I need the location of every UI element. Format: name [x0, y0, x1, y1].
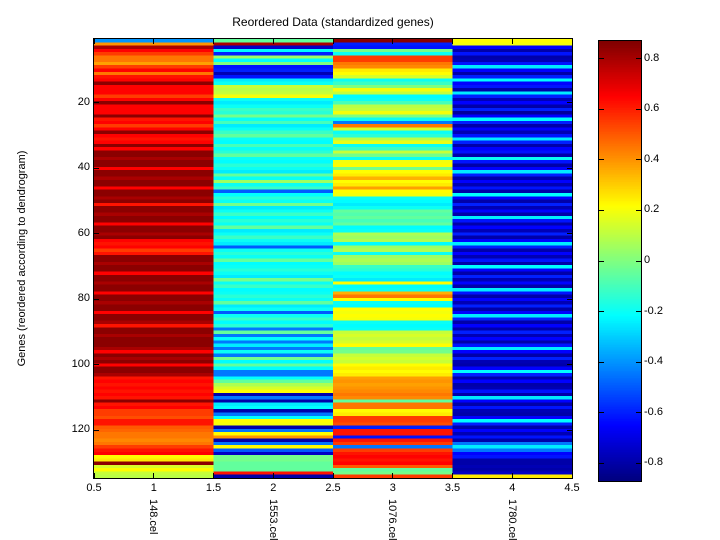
y-tick-mark: [94, 167, 99, 169]
column-label: 1780.cel: [505, 499, 518, 540]
colorbar-tick-mark-right: [636, 361, 641, 363]
colorbar-tick-mark-right: [636, 108, 641, 110]
x-tick-mark-top: [332, 39, 334, 44]
colorbar-tick-mark: [599, 209, 604, 211]
heatmap-plot-area: [93, 38, 573, 479]
x-tick-label: 2.5: [325, 482, 341, 494]
y-tick-label: 80: [77, 292, 90, 305]
x-tick-mark-top: [392, 39, 394, 44]
y-tick-mark: [94, 364, 99, 366]
y-tick-mark: [94, 102, 99, 104]
y-tick-label: 40: [77, 161, 90, 174]
heatmap-canvas: [94, 39, 572, 478]
colorbar-tick-mark-right: [636, 462, 641, 464]
colorbar-tick-mark-right: [636, 209, 641, 211]
column-label: 1076.cel: [386, 499, 399, 540]
chart-title: Reordered Data (standardized genes): [232, 15, 434, 29]
y-tick-label: 20: [77, 95, 90, 108]
x-tick-label: 1: [150, 482, 157, 494]
x-tick-mark: [332, 473, 334, 478]
colorbar-tick-label: -0.4: [644, 355, 663, 368]
y-tick-mark-right: [567, 102, 572, 104]
colorbar-tick-label: 0.4: [644, 152, 660, 165]
x-tick-mark: [392, 473, 394, 478]
colorbar-tick-mark-right: [636, 412, 641, 414]
x-tick-mark: [272, 473, 274, 478]
x-tick-mark: [571, 473, 573, 478]
y-tick-label: 60: [77, 226, 90, 239]
x-tick-label: 4: [509, 482, 516, 494]
y-tick-mark-right: [567, 298, 572, 300]
colorbar-tick-mark: [599, 412, 604, 414]
x-tick-mark-top: [153, 39, 155, 44]
colorbar-tick-mark: [599, 159, 604, 161]
y-tick-mark-right: [567, 429, 572, 431]
x-tick-mark: [452, 473, 453, 478]
colorbar-tick-label: -0.8: [644, 456, 663, 469]
x-tick-mark-top: [213, 39, 214, 44]
y-tick-label: 120: [71, 423, 90, 436]
colorbar-tick-mark: [599, 108, 604, 110]
x-tick-label: 3.5: [444, 482, 461, 494]
y-axis-label: Genes (reordered according to dendrogram…: [16, 150, 28, 367]
colorbar-tick-mark-right: [636, 311, 641, 313]
colorbar-tick-mark: [599, 260, 604, 262]
colorbar-tick-label: 0.6: [644, 102, 660, 115]
colorbar-tick-label: -0.2: [644, 304, 663, 317]
y-tick-mark: [94, 233, 99, 235]
y-tick-mark-right: [567, 233, 572, 235]
x-tick-label: 3: [389, 482, 396, 494]
column-label: 148.cel: [147, 499, 160, 535]
x-tick-mark: [153, 473, 155, 478]
y-tick-mark: [94, 298, 99, 300]
x-tick-mark-top: [93, 39, 95, 44]
colorbar-tick-label: 0: [644, 254, 651, 266]
colorbar-tick-mark: [599, 58, 604, 60]
colorbar-tick-mark-right: [636, 58, 641, 60]
colorbar: [598, 40, 642, 482]
x-tick-mark: [511, 473, 513, 478]
x-tick-mark: [213, 473, 214, 478]
colorbar-tick-mark: [599, 462, 604, 464]
x-tick-mark-top: [272, 39, 274, 44]
column-label: 1553.cel: [266, 499, 279, 540]
x-tick-mark-top: [571, 39, 573, 44]
x-tick-mark-top: [511, 39, 513, 44]
y-tick-mark: [94, 429, 99, 431]
colorbar-tick-mark: [599, 361, 604, 363]
y-tick-label: 100: [71, 357, 90, 370]
colorbar-canvas: [599, 41, 641, 481]
y-tick-mark-right: [567, 167, 572, 169]
colorbar-tick-label: -0.6: [644, 405, 663, 418]
y-tick-mark-right: [567, 364, 572, 366]
colorbar-tick-mark-right: [636, 260, 641, 262]
colorbar-tick-label: 0.8: [644, 51, 660, 64]
x-tick-label: 1.5: [205, 482, 222, 494]
colorbar-tick-mark: [599, 311, 604, 313]
colorbar-tick-label: 0.2: [644, 203, 660, 216]
colorbar-tick-mark-right: [636, 159, 641, 161]
x-tick-mark-top: [452, 39, 453, 44]
x-tick-label: 4.5: [564, 482, 580, 494]
x-tick-label: 0.5: [86, 482, 102, 494]
x-tick-label: 2: [270, 482, 277, 494]
x-tick-mark: [93, 473, 95, 478]
